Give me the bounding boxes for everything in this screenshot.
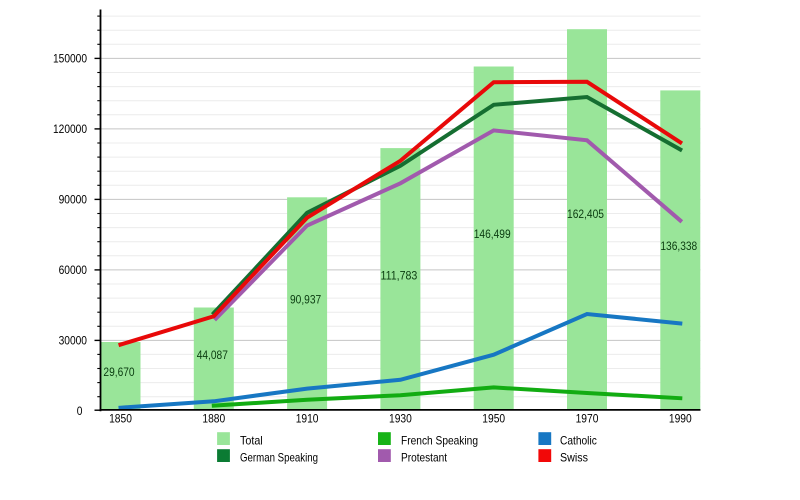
svg-text:146,499: 146,499 — [474, 227, 511, 241]
svg-text:0: 0 — [77, 404, 83, 418]
svg-text:German Speaking: German Speaking — [240, 451, 318, 465]
svg-text:Catholic: Catholic — [560, 434, 597, 448]
svg-text:111,783: 111,783 — [380, 268, 417, 282]
svg-text:1950: 1950 — [482, 411, 505, 425]
svg-text:30000: 30000 — [59, 334, 88, 348]
svg-text:60000: 60000 — [59, 263, 88, 277]
svg-text:136,338: 136,338 — [660, 239, 697, 253]
svg-text:90000: 90000 — [59, 193, 88, 207]
svg-text:Protestant: Protestant — [401, 451, 448, 465]
svg-text:1930: 1930 — [389, 411, 412, 425]
svg-text:1910: 1910 — [296, 411, 319, 425]
svg-text:1970: 1970 — [576, 411, 599, 425]
svg-text:162,405: 162,405 — [567, 207, 604, 221]
svg-text:29,670: 29,670 — [103, 365, 134, 379]
svg-text:1990: 1990 — [669, 411, 692, 425]
svg-text:90,937: 90,937 — [290, 292, 321, 306]
svg-text:120000: 120000 — [53, 122, 87, 136]
svg-text:150000: 150000 — [53, 52, 87, 66]
svg-text:44,087: 44,087 — [197, 348, 228, 362]
svg-text:1880: 1880 — [202, 411, 225, 425]
svg-text:Total: Total — [240, 434, 263, 448]
svg-text:1850: 1850 — [109, 411, 132, 425]
svg-text:French Speaking: French Speaking — [401, 434, 478, 448]
svg-text:Swiss: Swiss — [560, 451, 588, 465]
